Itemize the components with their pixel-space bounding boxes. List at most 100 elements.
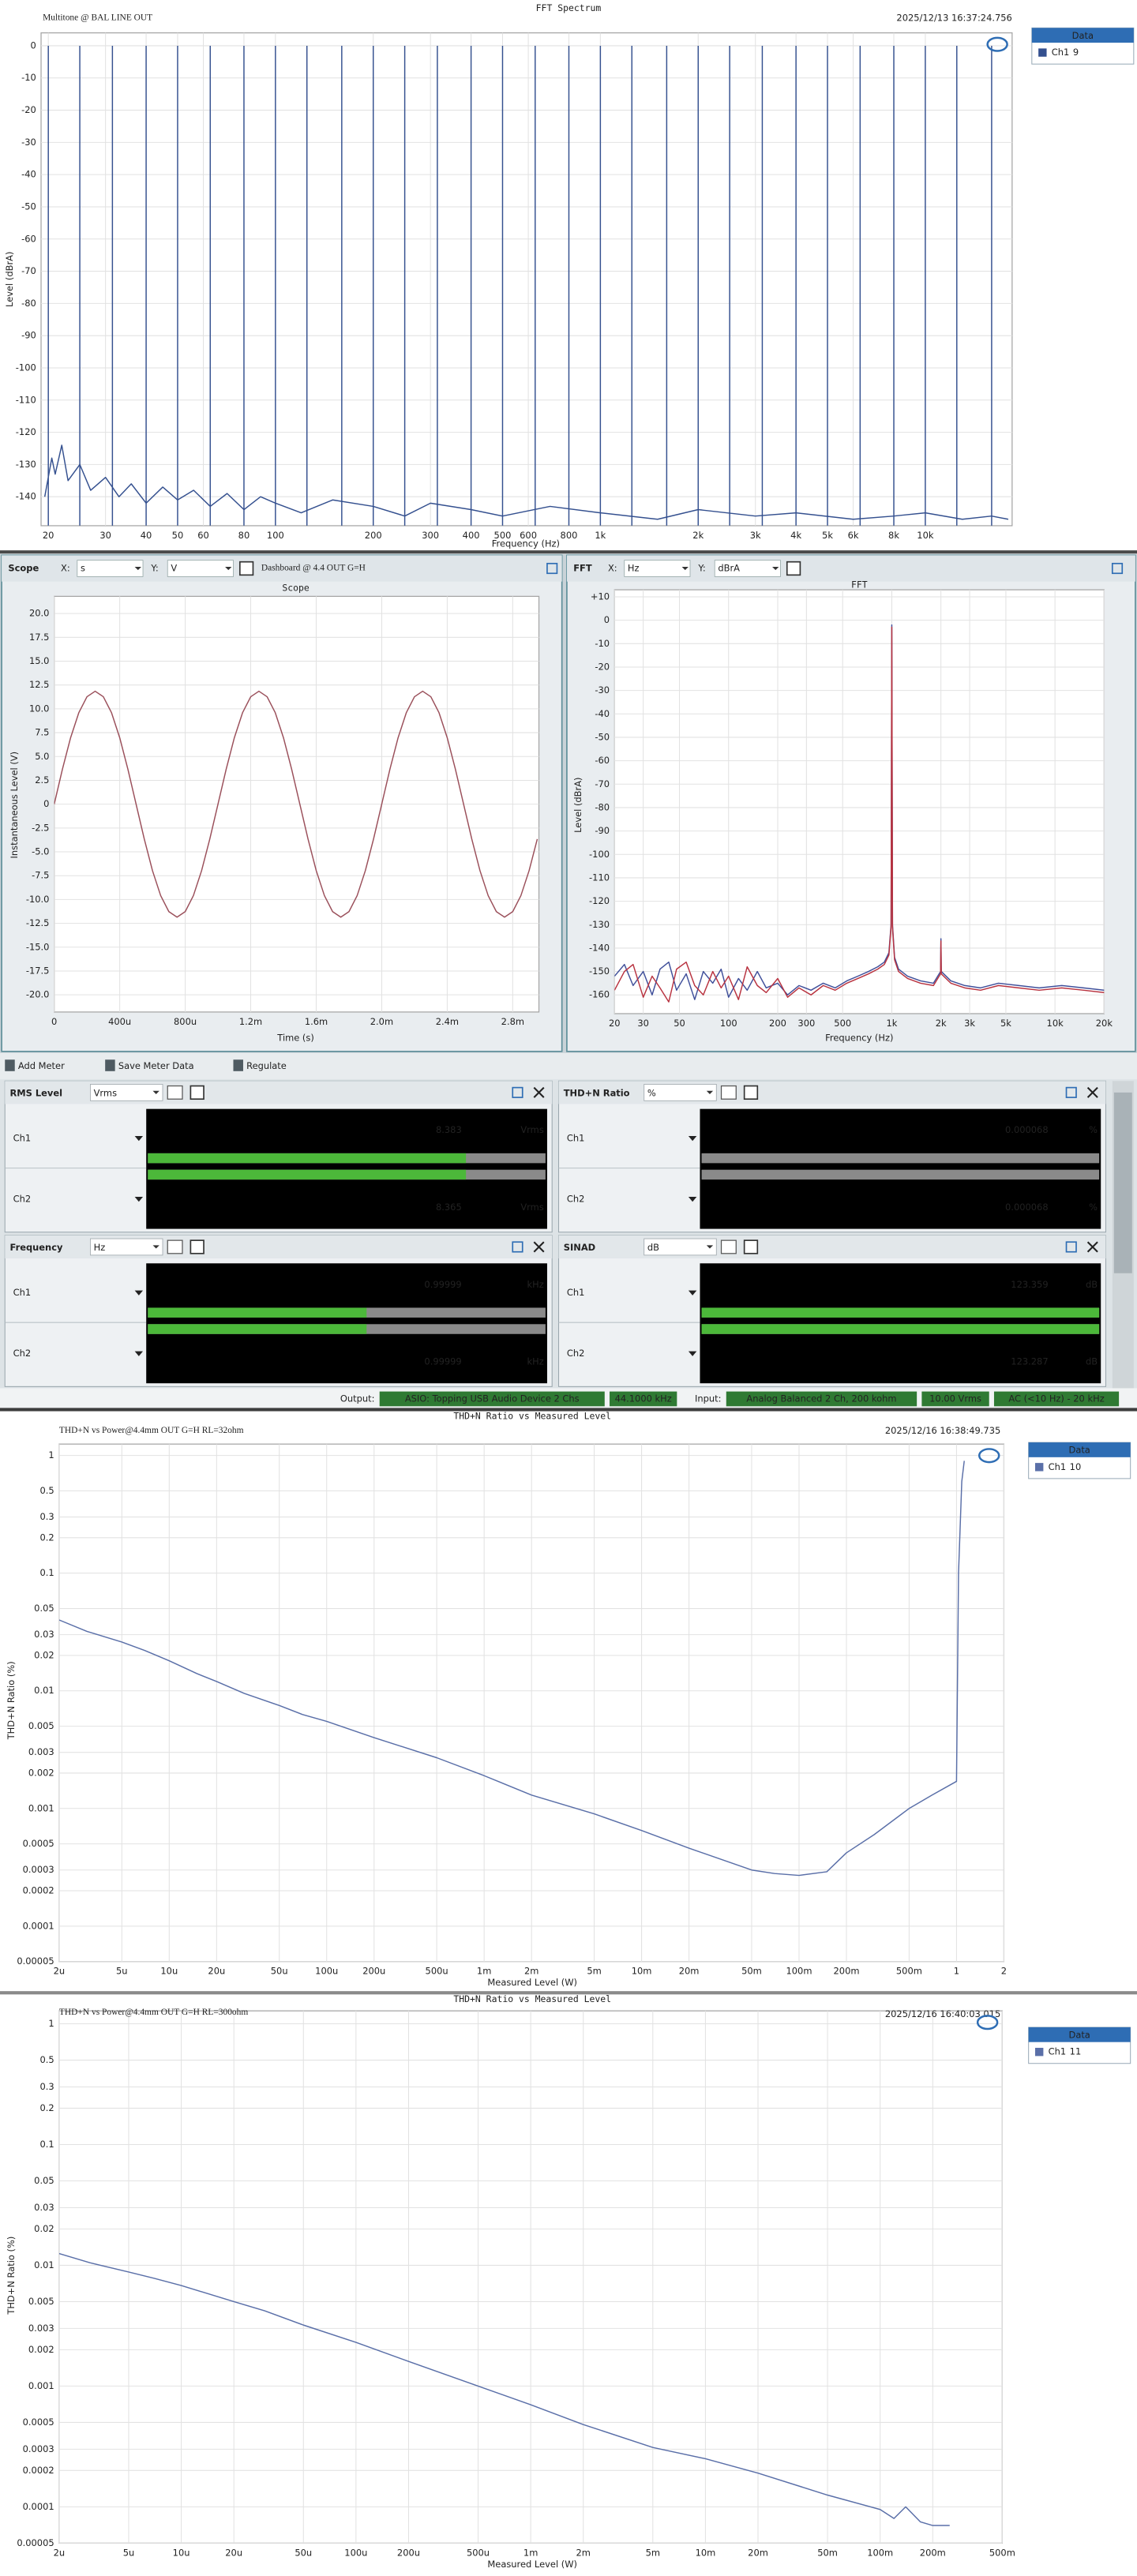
dropdown-arrow[interactable] <box>134 1197 144 1202</box>
legend-label: Ch1 <box>1049 2046 1067 2057</box>
x-tick-label: 500u <box>467 2547 490 2558</box>
series-line <box>58 1460 965 1877</box>
meter-bar-fill <box>148 1169 467 1180</box>
unit-select-value: Vrms <box>94 1087 117 1098</box>
dropdown-arrow[interactable] <box>688 1136 697 1142</box>
series-group <box>58 2252 950 2526</box>
expand-button[interactable] <box>512 1086 523 1098</box>
y-tick-label: 0.00005 <box>17 1955 54 1967</box>
x-tick-label: 1.2m <box>239 1016 262 1027</box>
meter-settings[interactable] <box>190 1239 205 1254</box>
meter-unit: Vrms <box>520 1124 543 1135</box>
scrollbar-thumb[interactable] <box>1113 1092 1132 1273</box>
dropdown-arrow[interactable] <box>134 1351 144 1356</box>
channel-label: Ch1 <box>567 1133 585 1144</box>
plot-area <box>614 589 1105 1014</box>
toolbar-button[interactable]: Add Meter <box>18 1060 65 1071</box>
y-tick-label: -20 <box>595 661 610 672</box>
status-label: Input: <box>695 1393 721 1404</box>
close-button[interactable] <box>533 1086 545 1098</box>
unit-select[interactable] <box>644 1238 717 1256</box>
x-tick-label: 100u <box>344 2547 367 2558</box>
close-button[interactable] <box>1086 1086 1098 1098</box>
x-tick-label: 10k <box>917 530 934 541</box>
x-tick-label: 10u <box>173 2547 190 2558</box>
y-tick-label: -30 <box>21 137 36 148</box>
dropdown-arrow[interactable] <box>688 1351 697 1356</box>
chart-subtitle: Multitone @ BAL LINE OUT <box>43 13 152 23</box>
toolbar-button[interactable]: Regulate <box>246 1060 287 1071</box>
meter-title: SINAD <box>564 1242 595 1253</box>
close-button[interactable] <box>533 1241 545 1253</box>
meter-settings[interactable] <box>743 1085 759 1101</box>
meter-display <box>146 1263 547 1384</box>
y-tick-label: 0.02 <box>34 2223 54 2234</box>
x-tick-label: 50u <box>295 2547 312 2558</box>
y-unit-select[interactable] <box>714 560 781 577</box>
close-button[interactable] <box>1086 1241 1098 1253</box>
x-tick-label: 300 <box>422 530 439 541</box>
dropdown-arrow[interactable] <box>688 1197 697 1202</box>
unit-select[interactable] <box>90 1238 163 1256</box>
channel-label: Ch2 <box>13 1348 32 1359</box>
x-unit-select[interactable] <box>77 560 144 577</box>
expand-button[interactable] <box>1065 1241 1077 1253</box>
settings-button[interactable] <box>786 561 801 576</box>
axis-select-label: Y: <box>697 563 705 574</box>
series-group <box>58 1460 965 1877</box>
y-tick-label: -90 <box>21 330 36 341</box>
y-tick-label: -15.0 <box>26 941 50 952</box>
meter-settings[interactable] <box>190 1085 205 1101</box>
expand-button[interactable] <box>512 1241 523 1253</box>
y-tick-label: -40 <box>595 708 610 719</box>
x-tick-label: 40 <box>141 530 152 541</box>
meter-bar-track <box>701 1169 1100 1180</box>
unit-select[interactable] <box>644 1084 717 1101</box>
meter-value: 8.365 <box>436 1202 462 1213</box>
timestamp: 2025/12/16 16:40:03.015 <box>885 2008 1000 2019</box>
y-tick-label: +10 <box>591 591 610 602</box>
timestamp: 2025/12/13 16:37:24.756 <box>896 12 1011 23</box>
x-tick-label: 100 <box>720 1018 737 1029</box>
x-tick-label: 2m <box>524 1966 538 1977</box>
expand-button[interactable] <box>546 562 558 575</box>
x-axis-label: Measured Level (W) <box>487 1977 577 1988</box>
y-unit-select[interactable] <box>167 560 234 577</box>
meter-bar-fill <box>701 1307 1100 1318</box>
x-tick-label: 600 <box>520 530 537 541</box>
y-tick-label: -140 <box>589 942 610 953</box>
separator <box>0 1408 1137 1412</box>
x-unit-value: Hz <box>628 563 640 574</box>
y-tick-label: 1 <box>48 2018 54 2029</box>
y-tick-label: -20.0 <box>26 989 50 1000</box>
unit-select[interactable] <box>90 1084 163 1101</box>
x-tick-label: 500 <box>494 530 512 541</box>
y-tick-label: 15.0 <box>29 655 49 666</box>
legend-header <box>1028 2027 1131 2042</box>
dropdown-arrow <box>706 1090 714 1094</box>
meter-value: 0.000068 <box>1005 1124 1049 1135</box>
y-tick-label: 0.0002 <box>23 1884 54 1895</box>
dropdown-arrow[interactable] <box>134 1290 144 1295</box>
expand-button[interactable] <box>1065 1086 1077 1098</box>
legend-swatch <box>1038 48 1047 57</box>
dropdown-arrow[interactable] <box>134 1136 144 1142</box>
meter-icon <box>167 1239 183 1254</box>
y-tick-label: 0.001 <box>28 1802 54 1813</box>
toolbar-button[interactable]: Save Meter Data <box>118 1060 194 1071</box>
x-tick-label: 2 <box>1001 1966 1007 1977</box>
x-unit-select[interactable] <box>624 560 691 577</box>
axis-select-label: Y: <box>150 563 158 574</box>
x-tick-label: 5u <box>123 2547 135 2558</box>
dropdown-arrow[interactable] <box>688 1290 697 1295</box>
x-tick-label: 5m <box>646 2547 660 2558</box>
x-tick-label: 20 <box>609 1018 621 1029</box>
meter-settings[interactable] <box>743 1239 759 1254</box>
y-tick-label: -17.5 <box>26 965 50 976</box>
x-tick-label: 3k <box>964 1018 975 1029</box>
y-tick-label: -100 <box>589 849 610 860</box>
expand-button[interactable] <box>1111 562 1124 575</box>
series-line <box>614 624 1105 1000</box>
y-tick-label: 0.3 <box>39 1511 54 1522</box>
settings-button[interactable] <box>238 561 254 576</box>
